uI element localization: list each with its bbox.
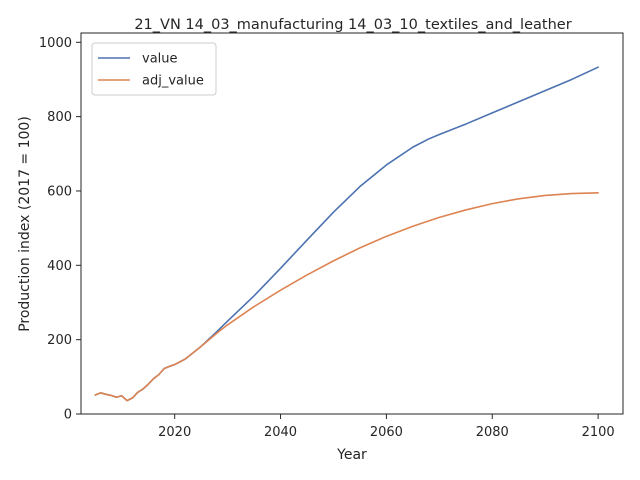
y-axis-label: Production index (2017 = 100) — [17, 116, 33, 332]
y-tick-label: 200 — [47, 333, 72, 348]
x-axis: 2020 2040 2060 2080 2100 — [158, 414, 615, 440]
y-tick-label: 800 — [47, 110, 72, 125]
x-tick-label: 2020 — [158, 425, 191, 440]
legend-label-value: value — [142, 52, 178, 67]
y-tick-label: 1000 — [39, 36, 72, 51]
y-tick-label: 600 — [47, 184, 72, 199]
x-tick-label: 2080 — [476, 425, 509, 440]
plot-lines — [94, 66, 599, 402]
x-tick-label: 2060 — [370, 425, 403, 440]
legend: value adj_value — [91, 42, 217, 96]
series-line-value — [94, 66, 599, 402]
series-line-adj_value — [94, 192, 599, 402]
x-tick-label: 2100 — [582, 425, 615, 440]
x-tick-label: 2040 — [264, 425, 297, 440]
x-axis-label: Year — [336, 447, 367, 463]
y-axis: 0 200 400 600 800 1000 — [39, 36, 81, 423]
legend-box — [91, 42, 217, 96]
chart-title: 21_VN 14_03_manufacturing 14_03_10_texti… — [134, 17, 571, 33]
legend-label-adj_value: adj_value — [142, 74, 204, 89]
plot-frame — [80, 32, 624, 415]
y-tick-label: 400 — [47, 259, 72, 274]
y-tick-label: 0 — [64, 408, 72, 423]
